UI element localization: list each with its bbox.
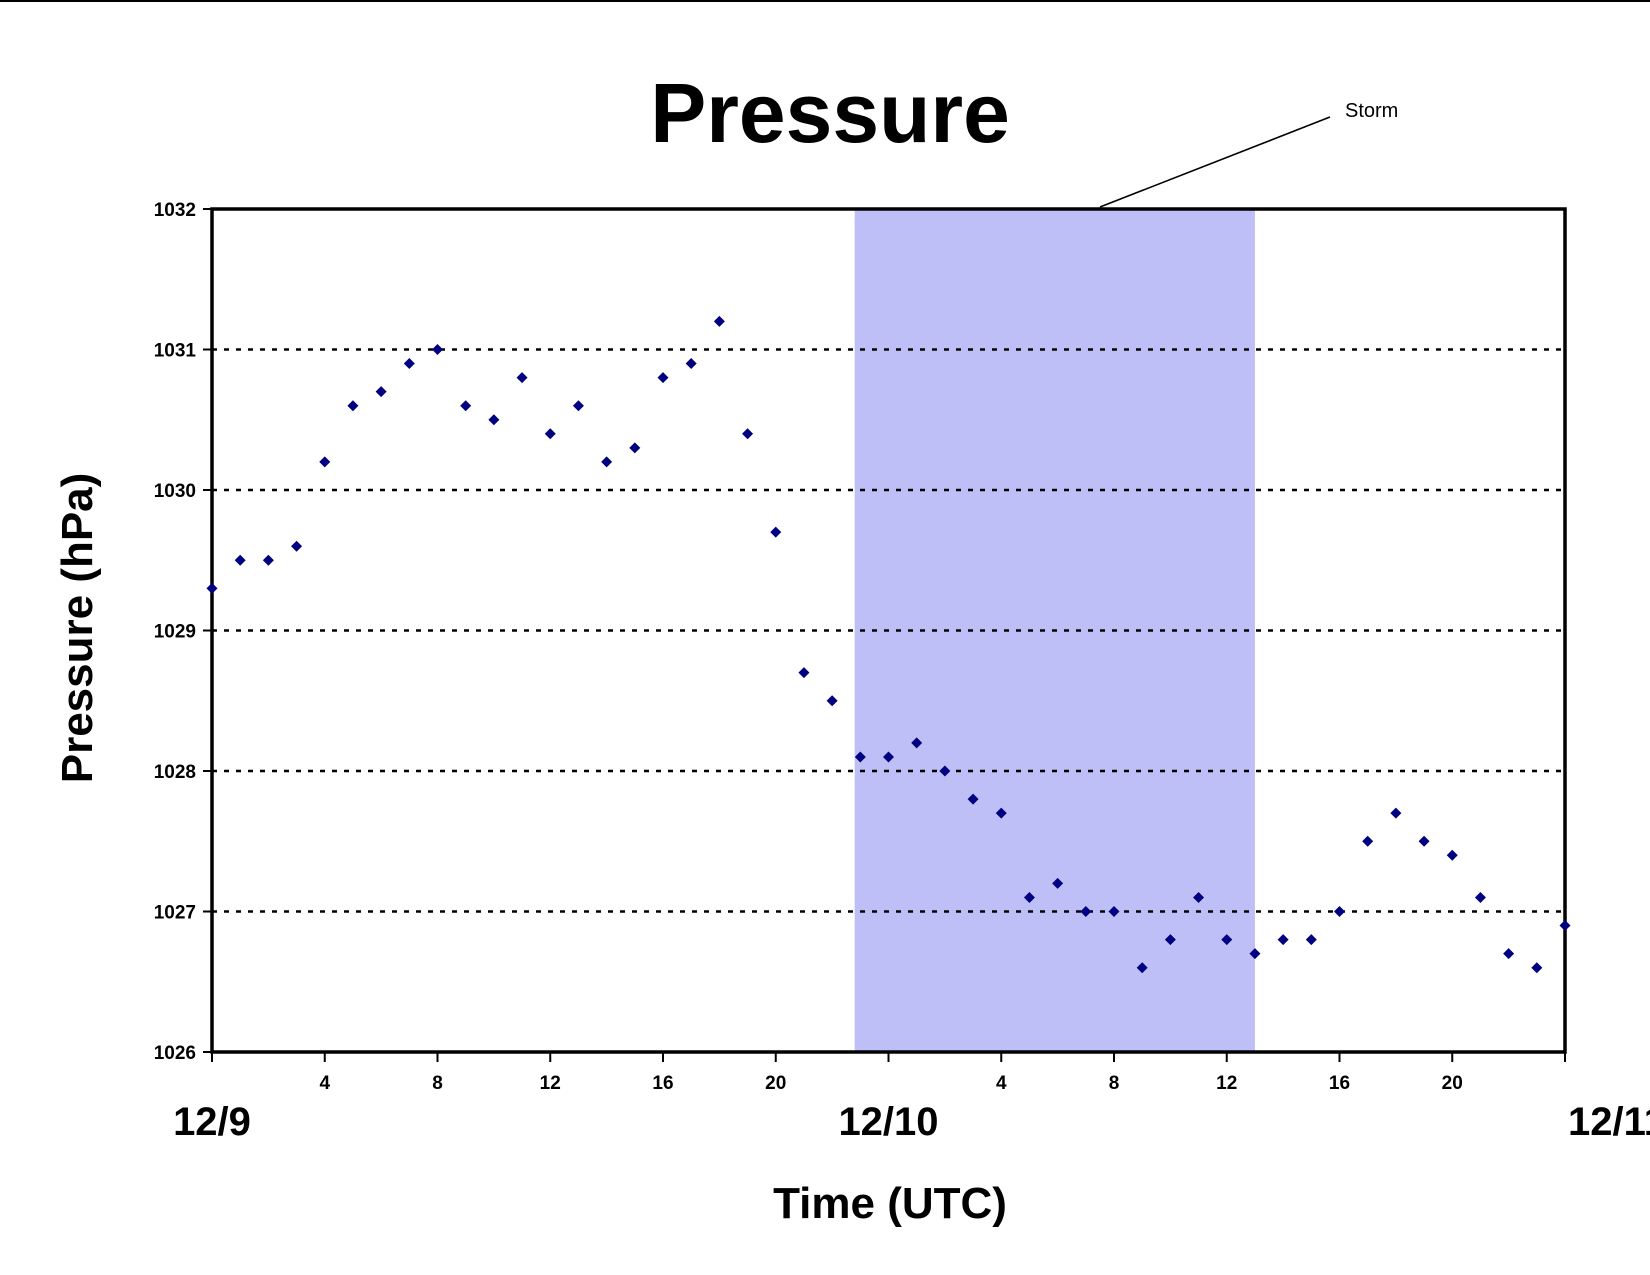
data-point: [403, 358, 415, 370]
x-tick-label: 8: [1109, 1073, 1120, 1094]
storm-annotation-leader: [1099, 116, 1331, 208]
data-point: [1221, 934, 1233, 946]
data-point: [854, 751, 866, 763]
y-tick-label: 1031: [154, 341, 197, 362]
x-tick-label: 8: [432, 1073, 443, 1094]
data-point: [1503, 948, 1515, 960]
data-point: [742, 428, 754, 440]
x-date-label: 12/11: [1568, 1100, 1650, 1144]
data-point: [1080, 906, 1092, 917]
y-tick-label: 1029: [154, 622, 196, 643]
data-point: [1108, 906, 1120, 917]
data-point: [488, 414, 500, 426]
x-tick-label: 20: [1442, 1073, 1463, 1094]
x-tick-label: 16: [1329, 1073, 1350, 1094]
data-point: [1531, 962, 1543, 974]
data-point: [1305, 934, 1317, 946]
data-point: [262, 554, 274, 566]
y-axis-title: Pressure (hPa): [53, 473, 102, 784]
x-tick-label: 12: [540, 1073, 561, 1094]
data-point: [1277, 934, 1289, 946]
x-date-label: 12/10: [838, 1100, 938, 1144]
data-point: [883, 751, 894, 763]
data-point: [319, 456, 331, 468]
data-point: [1390, 807, 1402, 819]
data-point: [1164, 934, 1176, 946]
data-point: [234, 554, 246, 566]
x-tick-label: 12: [1216, 1073, 1237, 1094]
data-point: [1362, 835, 1374, 847]
data-point: [1136, 962, 1148, 974]
y-tick-label: 1027: [154, 903, 196, 924]
data-point: [1193, 891, 1205, 903]
x-date-label: 12/9: [173, 1100, 251, 1144]
data-point: [432, 344, 443, 355]
data-point: [1052, 877, 1064, 889]
data-point: [770, 526, 782, 538]
data-point: [967, 793, 979, 805]
data-point: [1559, 920, 1571, 932]
data-point: [1023, 891, 1035, 903]
data-point: [685, 358, 697, 370]
data-point: [1334, 906, 1345, 917]
data-point: [460, 400, 472, 412]
data-point: [291, 540, 303, 552]
data-point: [995, 807, 1007, 819]
storm-annotation-label: Storm: [1345, 100, 1398, 122]
chart-title: Pressure: [650, 66, 1010, 160]
data-point: [516, 372, 528, 384]
data-point: [601, 456, 613, 468]
x-tick-label: 20: [765, 1073, 786, 1094]
data-point: [375, 386, 387, 398]
data-point: [572, 400, 584, 412]
data-point: [1474, 891, 1486, 903]
x-tick-label: 4: [319, 1073, 330, 1094]
data-point: [1446, 849, 1458, 861]
data-point: [911, 737, 923, 749]
x-axis-title: Time (UTC): [773, 1179, 1007, 1228]
data-point: [1249, 948, 1261, 960]
data-point: [939, 765, 951, 777]
data-point: [657, 372, 669, 384]
data-point: [206, 582, 218, 594]
data-point: [347, 400, 359, 412]
data-point: [713, 315, 725, 327]
y-tick-label: 1026: [154, 1043, 196, 1064]
y-tick-label: 1030: [154, 481, 196, 502]
y-tick-label: 1028: [154, 762, 196, 783]
x-tick-label: 16: [652, 1073, 673, 1094]
data-point: [1418, 835, 1430, 847]
data-point: [629, 442, 641, 454]
data-point: [826, 695, 838, 707]
data-point: [798, 667, 810, 679]
x-tick-label: 4: [996, 1073, 1007, 1094]
data-point: [544, 428, 556, 440]
y-tick-label: 1032: [154, 200, 196, 221]
